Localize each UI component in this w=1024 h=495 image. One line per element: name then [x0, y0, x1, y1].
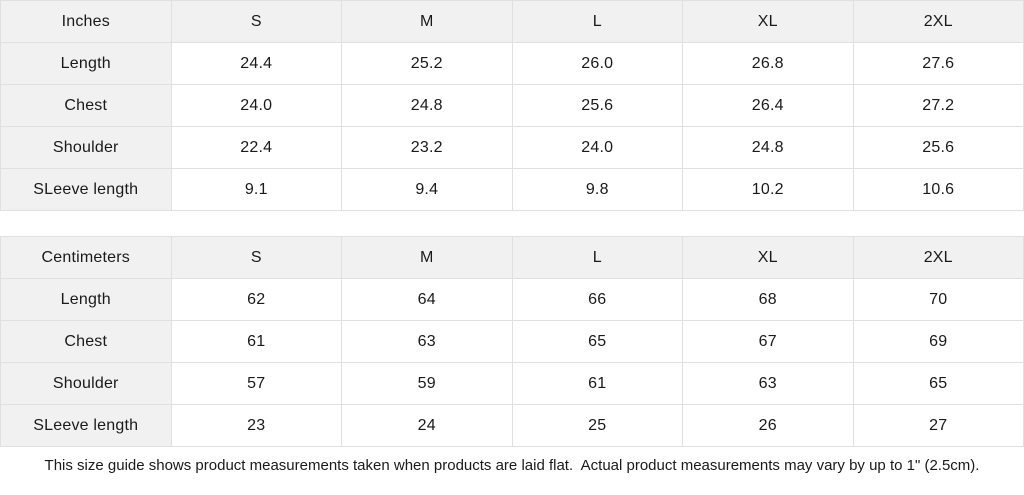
measurement-value-cell: 26.4	[682, 84, 854, 127]
table-header-row: Centimeters S M L XL 2XL	[0, 236, 1024, 279]
measurement-value-cell: 66	[511, 278, 683, 321]
measurement-value-cell: 27.2	[852, 84, 1024, 127]
measurement-value-cell: 24	[341, 404, 513, 447]
size-guide-note: This size guide shows product measuremen…	[0, 447, 1024, 487]
size-column-header: S	[170, 236, 342, 279]
measurement-value-cell: 25.6	[511, 84, 683, 127]
measurement-value-cell: 70	[852, 278, 1024, 321]
measurement-value-cell: 27.6	[852, 42, 1024, 85]
measurement-value-cell: 61	[511, 362, 683, 405]
table-spacer	[0, 211, 1024, 236]
measurement-value-cell: 26.8	[682, 42, 854, 85]
size-table-centimeters: Centimeters S M L XL 2XL Length 62 64 66…	[0, 236, 1024, 447]
measurement-row-label: Chest	[0, 84, 172, 127]
measurement-value-cell: 69	[852, 320, 1024, 363]
measurement-value-cell: 65	[511, 320, 683, 363]
measurement-row-label: Shoulder	[0, 362, 172, 405]
measurement-value-cell: 65	[852, 362, 1024, 405]
measurement-value-cell: 25.2	[341, 42, 513, 85]
measurement-value-cell: 9.1	[170, 168, 342, 211]
measurement-value-cell: 24.8	[682, 126, 854, 169]
measurement-row-label: Length	[0, 42, 172, 85]
measurement-value-cell: 63	[682, 362, 854, 405]
table-row: Length 62 64 66 68 70	[0, 278, 1024, 321]
size-table-inches: Inches S M L XL 2XL Length 24.4 25.2 26.…	[0, 0, 1024, 211]
table-row: Shoulder 22.4 23.2 24.0 24.8 25.6	[0, 126, 1024, 169]
measurement-value-cell: 67	[682, 320, 854, 363]
size-column-header: M	[341, 0, 513, 43]
measurement-value-cell: 22.4	[170, 126, 342, 169]
unit-header: Inches	[0, 0, 172, 43]
measurement-value-cell: 63	[341, 320, 513, 363]
size-column-header: XL	[682, 236, 854, 279]
table-row: SLeeve length 23 24 25 26 27	[0, 404, 1024, 447]
size-column-header: L	[511, 236, 683, 279]
measurement-value-cell: 10.2	[682, 168, 854, 211]
measurement-value-cell: 24.4	[170, 42, 342, 85]
table-row: Shoulder 57 59 61 63 65	[0, 362, 1024, 405]
size-column-header: S	[170, 0, 342, 43]
measurement-row-label: SLeeve length	[0, 168, 172, 211]
measurement-value-cell: 10.6	[852, 168, 1024, 211]
measurement-value-cell: 57	[170, 362, 342, 405]
measurement-value-cell: 9.4	[341, 168, 513, 211]
measurement-value-cell: 68	[682, 278, 854, 321]
measurement-value-cell: 25.6	[852, 126, 1024, 169]
size-column-header: XL	[682, 0, 854, 43]
measurement-value-cell: 26.0	[511, 42, 683, 85]
measurement-value-cell: 59	[341, 362, 513, 405]
measurement-value-cell: 26	[682, 404, 854, 447]
measurement-value-cell: 25	[511, 404, 683, 447]
size-column-header: 2XL	[852, 0, 1024, 43]
measurement-value-cell: 23	[170, 404, 342, 447]
measurement-value-cell: 64	[341, 278, 513, 321]
measurement-value-cell: 61	[170, 320, 342, 363]
size-column-header: M	[341, 236, 513, 279]
size-column-header: 2XL	[852, 236, 1024, 279]
table-row: Chest 24.0 24.8 25.6 26.4 27.2	[0, 84, 1024, 127]
measurement-value-cell: 24.8	[341, 84, 513, 127]
measurement-value-cell: 27	[852, 404, 1024, 447]
measurement-value-cell: 24.0	[170, 84, 342, 127]
measurement-row-label: Shoulder	[0, 126, 172, 169]
measurement-row-label: Chest	[0, 320, 172, 363]
measurement-row-label: SLeeve length	[0, 404, 172, 447]
table-row: SLeeve length 9.1 9.4 9.8 10.2 10.6	[0, 168, 1024, 211]
measurement-value-cell: 24.0	[511, 126, 683, 169]
size-column-header: L	[511, 0, 683, 43]
measurement-value-cell: 23.2	[341, 126, 513, 169]
measurement-value-cell: 62	[170, 278, 342, 321]
table-row: Length 24.4 25.2 26.0 26.8 27.6	[0, 42, 1024, 85]
table-row: Chest 61 63 65 67 69	[0, 320, 1024, 363]
table-header-row: Inches S M L XL 2XL	[0, 0, 1024, 43]
measurement-value-cell: 9.8	[511, 168, 683, 211]
unit-header: Centimeters	[0, 236, 172, 279]
measurement-row-label: Length	[0, 278, 172, 321]
